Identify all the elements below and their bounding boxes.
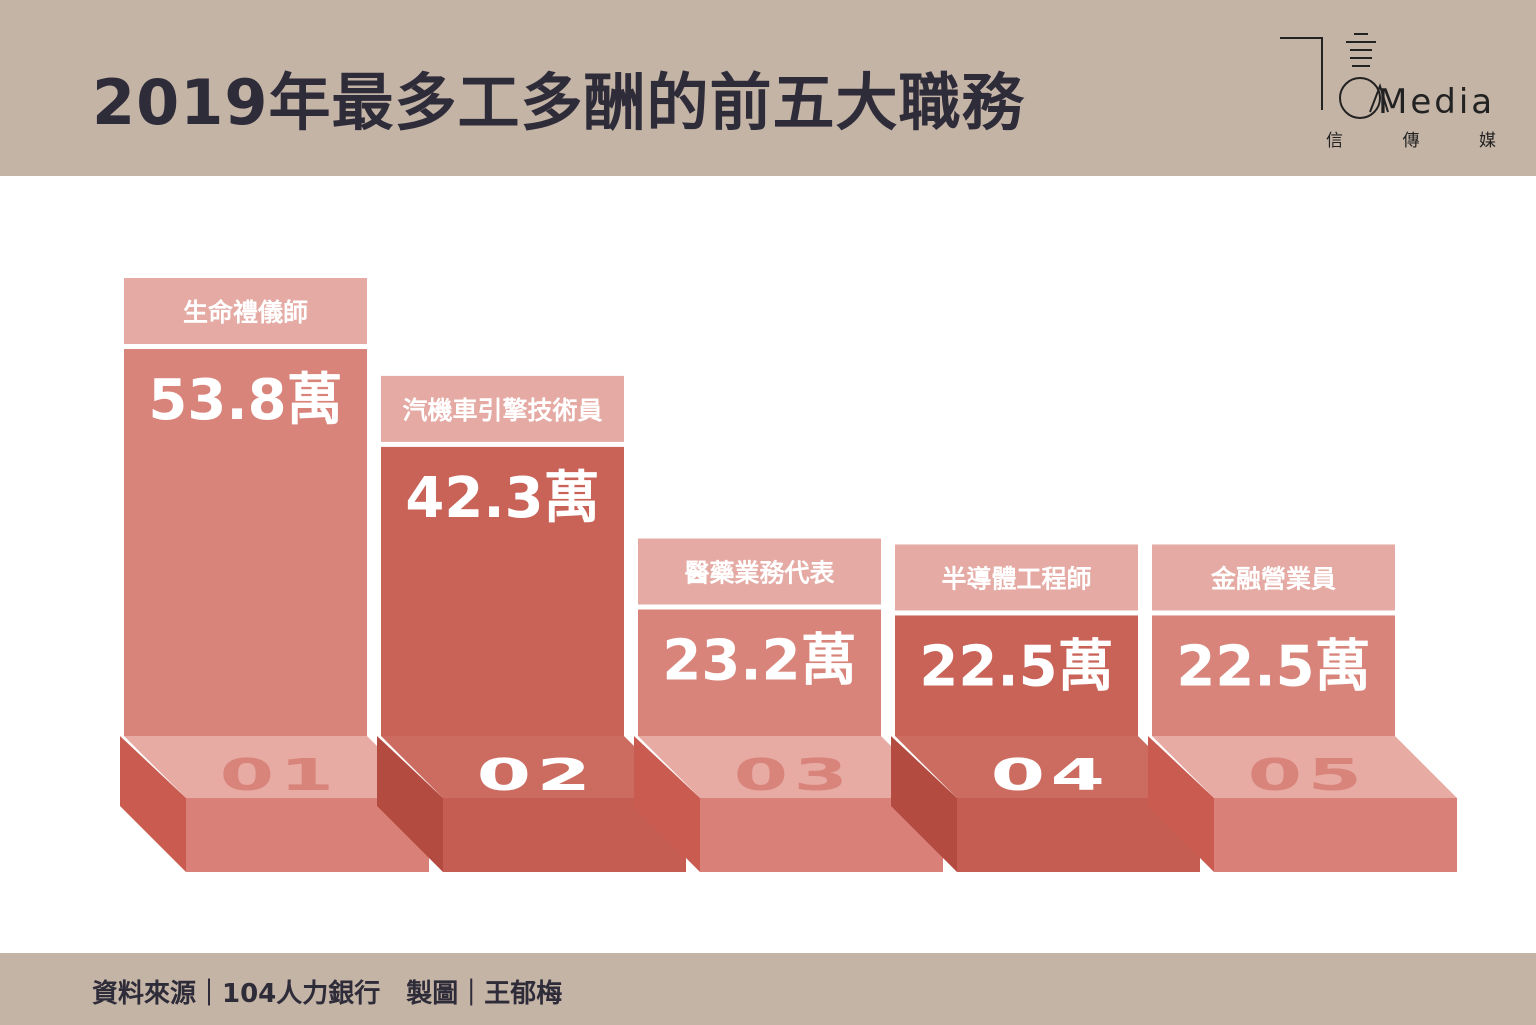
logo-sub-char: 傳 [1402,131,1420,151]
bar-label-band [638,538,881,605]
value-label: 23.2萬 [662,628,856,693]
brand-logo: Media 信 傳 媒 [1272,28,1502,158]
base-block-side [634,736,700,872]
category-label: 半導體工程師 [941,564,1091,593]
logo-subtitle: 信 傳 媒 [1326,126,1496,151]
source-credit: 資料來源｜104人力銀行 製圖｜王郁梅 [92,979,563,1009]
bar [381,446,624,736]
base-block-top [895,736,1200,798]
bar [1152,615,1395,736]
header-band: 2019年最多工多酬的前五大職務 Media 信 傳 媒 [0,0,1536,176]
value-label: 22.5萬 [919,634,1113,699]
page-title: 2019年最多工多酬的前五大職務 [92,66,1025,139]
base-block-side [891,736,957,872]
base-block-top [638,736,943,798]
rank-label: 02 [477,749,597,800]
bar [895,615,1138,736]
bar-label-band [124,278,367,344]
category-label: 醫藥業務代表 [684,558,835,587]
category-label: 生命禮儀師 [183,298,308,327]
footer-band: 資料來源｜104人力銀行 製圖｜王郁梅 [0,953,1536,1025]
base-block-side [377,736,443,872]
base-block-front [1214,798,1457,872]
base-block-side [1148,736,1214,872]
base-block-side [120,736,186,872]
bar [124,349,367,736]
category-label: 金融營業員 [1210,564,1336,593]
bar-label-band [381,375,624,442]
category-label: 汽機車引擎技術員 [402,396,602,425]
bar [638,609,881,736]
logo-sub-char: 信 [1326,131,1343,151]
logo-sub-char: 媒 [1479,131,1496,151]
base-block-top [124,736,429,798]
bar-label-band [1152,544,1395,611]
value-label: 42.3萬 [405,466,599,531]
base-block-top [1152,736,1457,798]
base-block-top [381,736,686,798]
bar-label-band [895,544,1138,611]
rank-label: 01 [220,749,340,800]
value-label: 53.8萬 [148,368,342,433]
rank-label: 05 [1248,749,1368,800]
rank-label: 04 [991,749,1111,800]
rank-label: 03 [734,749,854,800]
logo-text: Media [1378,82,1496,122]
logo-mark-icon [1280,33,1389,119]
value-label: 22.5萬 [1176,634,1370,699]
